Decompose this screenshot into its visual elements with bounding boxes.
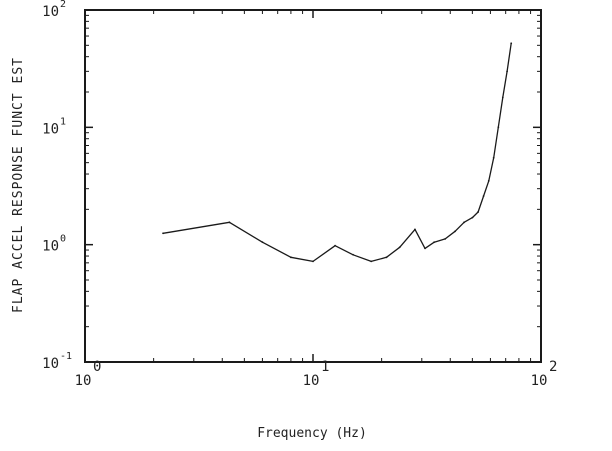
- data-point: [463, 221, 466, 224]
- x-tick-exponent: 0: [93, 359, 101, 375]
- data-point: [454, 230, 457, 233]
- data-point: [477, 211, 480, 213]
- data-point: [510, 42, 513, 45]
- data-point: [334, 244, 336, 247]
- data-point: [471, 216, 474, 219]
- y-tick-exponent: 2: [60, 0, 66, 10]
- y-tick-label: 10: [42, 121, 59, 137]
- data-point: [228, 221, 231, 224]
- data-point: [385, 256, 388, 259]
- data-point: [370, 260, 373, 263]
- data-point: [487, 179, 490, 182]
- plot-frame: [84, 9, 542, 363]
- y-tick-exponent: -1: [60, 351, 72, 362]
- y-tick-exponent: 0: [60, 234, 66, 245]
- data-point: [506, 70, 508, 73]
- data-point: [414, 228, 416, 231]
- data-point: [433, 241, 436, 244]
- response-series-line-0: [162, 43, 512, 263]
- data-point: [261, 241, 264, 244]
- x-tick-exponent: 1: [321, 359, 329, 375]
- data-point: [424, 247, 426, 250]
- y-tick-label: 10: [42, 4, 59, 20]
- x-axis-label: Frequency (Hz): [257, 426, 367, 441]
- data-point: [398, 246, 401, 249]
- data-point: [290, 256, 292, 259]
- data-point: [352, 253, 355, 256]
- y-tick-exponent: 1: [60, 116, 66, 127]
- data-point: [482, 195, 485, 197]
- y-tick-label: 10: [42, 356, 59, 372]
- y-tick-label: 10: [42, 239, 59, 255]
- data-point: [492, 156, 495, 159]
- data-point: [501, 96, 504, 99]
- x-tick-label: 10: [531, 373, 548, 389]
- data-point: [497, 126, 500, 129]
- data-point: [162, 232, 164, 235]
- x-tick-label: 10: [75, 373, 92, 389]
- x-tick-label: 10: [303, 373, 320, 389]
- data-point: [312, 260, 314, 263]
- y-axis-label: FLAP ACCEL RESPONSE FUNCT EST: [11, 57, 26, 313]
- data-point: [444, 237, 447, 240]
- x-tick-exponent: 2: [549, 359, 557, 375]
